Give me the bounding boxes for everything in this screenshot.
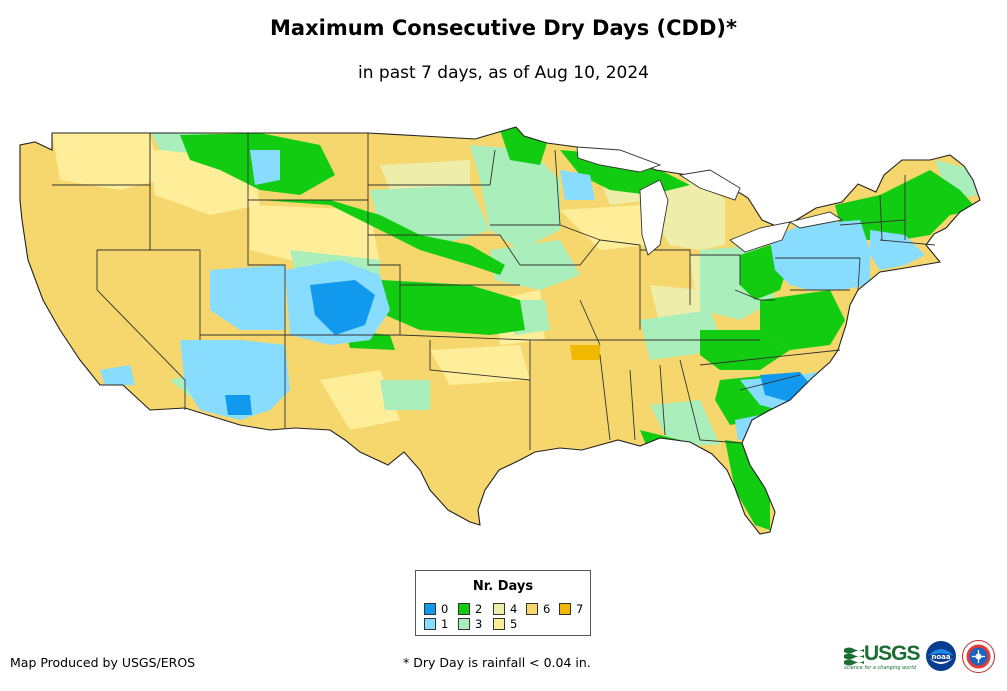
legend: Nr. Days 0 1 2 3 4 5 6 7 bbox=[415, 570, 591, 636]
legend-title: Nr. Days bbox=[472, 579, 534, 594]
legend-label: 6 bbox=[543, 602, 551, 616]
legend-item: 5 bbox=[493, 618, 517, 630]
noaa-wordmark: noaa bbox=[931, 653, 951, 661]
legend-swatch bbox=[424, 603, 436, 615]
legend-item: 0 bbox=[424, 603, 448, 615]
legend-swatch bbox=[458, 603, 470, 615]
legend-label: 5 bbox=[510, 617, 518, 631]
map-title: Maximum Consecutive Dry Days (CDD)* bbox=[270, 16, 737, 40]
great-lakes bbox=[576, 146, 844, 256]
legend-swatch bbox=[493, 603, 505, 615]
dry-day-footnote: * Dry Day is rainfall < 0.04 in. bbox=[403, 655, 591, 670]
legend-swatch bbox=[458, 618, 470, 630]
legend-label: 7 bbox=[576, 602, 584, 616]
legend-label: 3 bbox=[475, 617, 483, 631]
legend-swatch bbox=[493, 618, 505, 630]
legend-item: 3 bbox=[458, 618, 482, 630]
usgs-tagline: science for a changing world bbox=[844, 665, 916, 671]
state-borders bbox=[52, 133, 936, 450]
legend-swatch bbox=[559, 603, 571, 615]
usgs-wordmark: USGS bbox=[864, 642, 921, 665]
legend-swatch bbox=[526, 603, 538, 615]
legend-label: 4 bbox=[510, 602, 518, 616]
legend-item: 7 bbox=[559, 603, 583, 615]
usgs-logo: USGS science for a changing world bbox=[844, 642, 921, 672]
legend-item: 4 bbox=[493, 603, 517, 615]
legend-item: 1 bbox=[424, 618, 448, 630]
nws-logo bbox=[962, 640, 995, 673]
legend-swatch bbox=[424, 618, 436, 630]
map-credit: Map Produced by USGS/EROS bbox=[10, 655, 196, 670]
legend-label: 0 bbox=[441, 602, 449, 616]
legend-label: 2 bbox=[475, 602, 483, 616]
map-subtitle: in past 7 days, as of Aug 10, 2024 bbox=[358, 63, 649, 83]
usgs-wave-icon bbox=[844, 647, 864, 666]
legend-label: 1 bbox=[441, 617, 449, 631]
legend-item: 6 bbox=[526, 603, 550, 615]
legend-item: 2 bbox=[458, 603, 482, 615]
noaa-logo: noaa bbox=[926, 641, 956, 671]
